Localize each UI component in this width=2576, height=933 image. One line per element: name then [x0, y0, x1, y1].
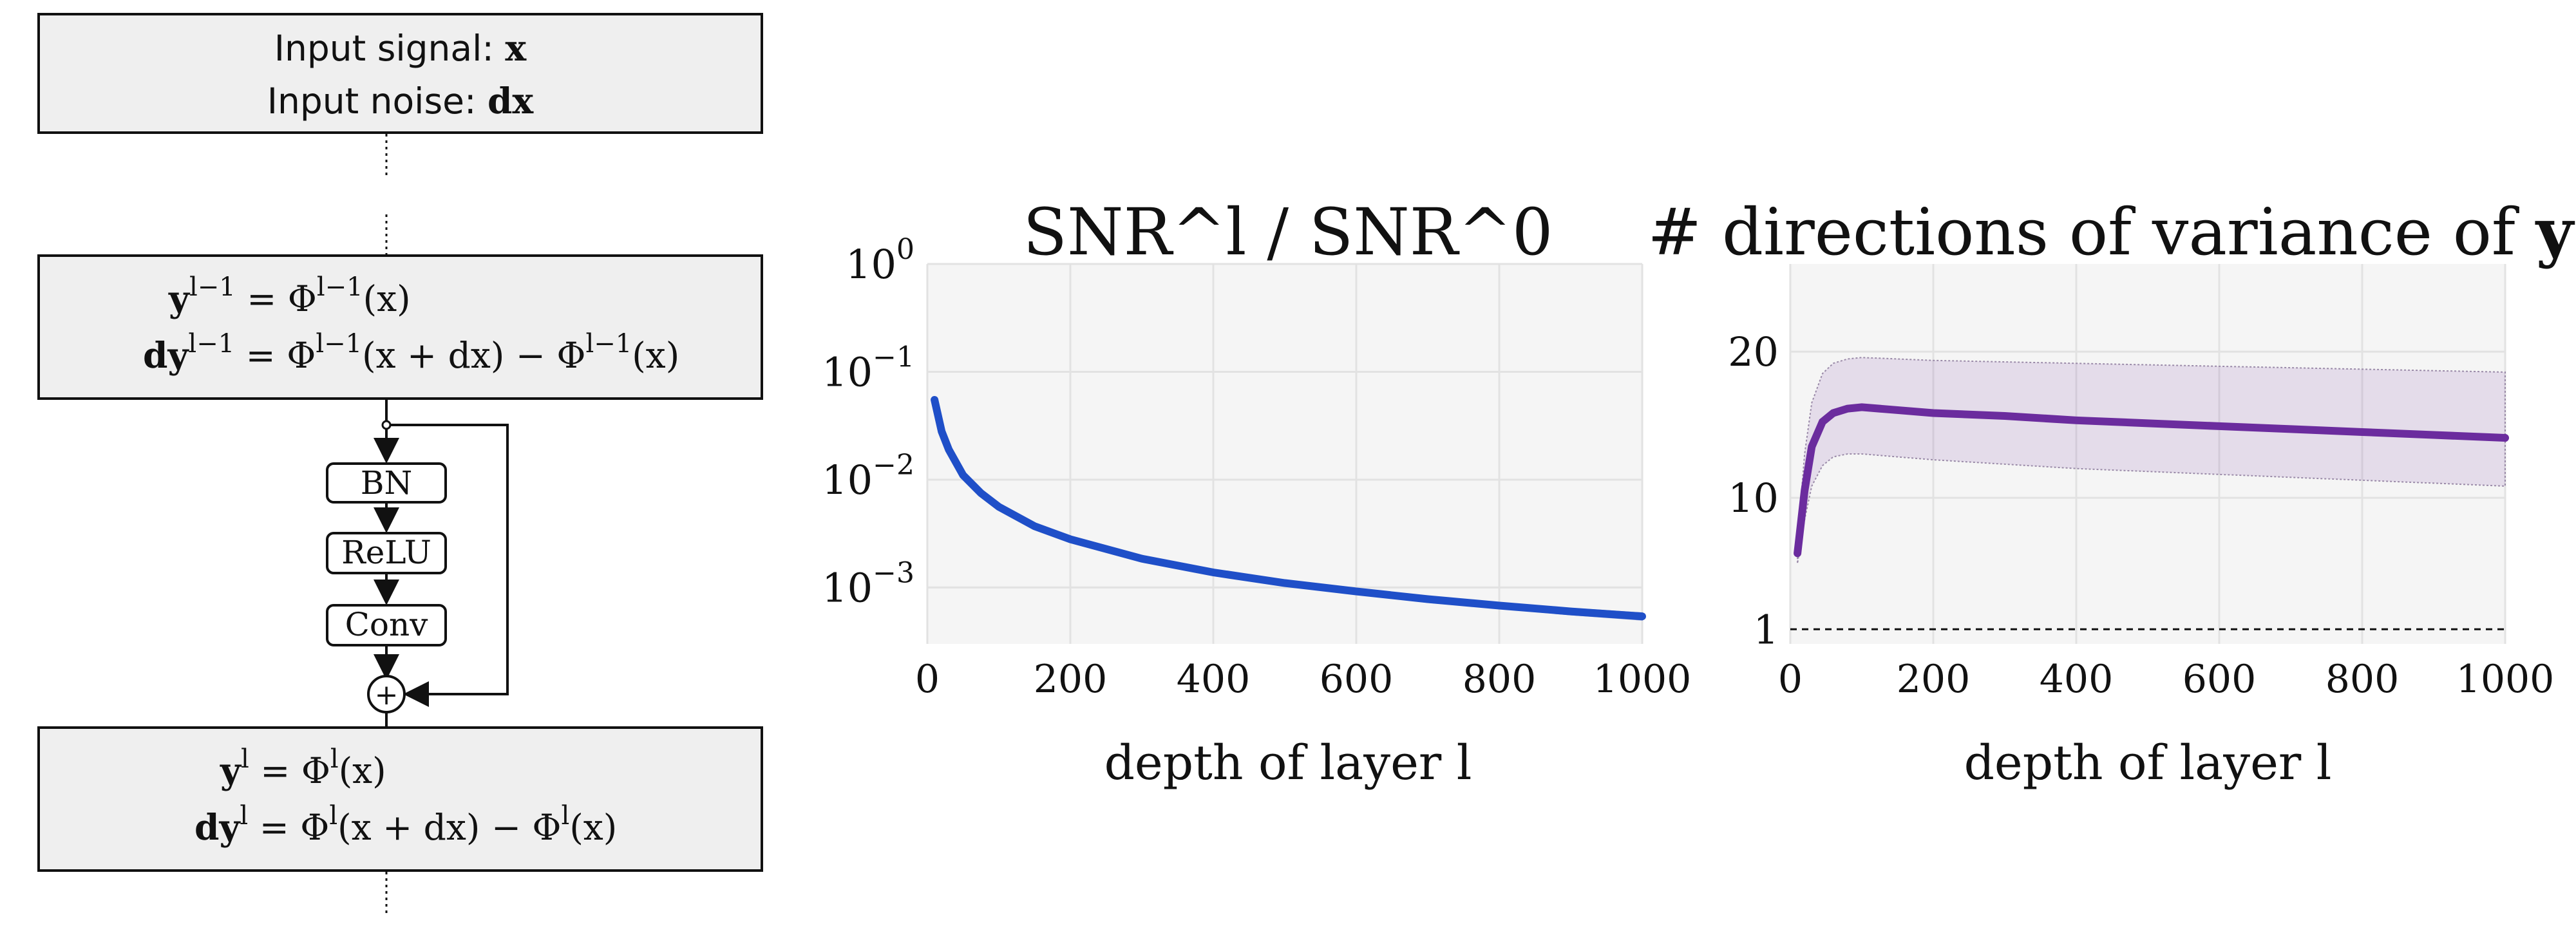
diagram-connectors: + [367, 134, 509, 914]
snr-x-tick-label: 0 [915, 657, 940, 702]
directions-y-ticks: 1 10 20 [1728, 328, 1779, 653]
directions-plot-area [1790, 264, 2505, 644]
snr-x-ticks: 0 200 400 600 800 1000 [915, 657, 1691, 702]
directions-x-tick-label: 400 [2040, 657, 2114, 702]
relu-op: ReLU [326, 532, 447, 574]
directions-x-ticks: 0 200 400 600 800 1000 [1778, 657, 2554, 702]
snr-x-tick-label: 600 [1320, 657, 1394, 702]
bn-op: BN [326, 462, 447, 504]
input-signal-symbol: x [505, 27, 527, 69]
layer-box: yl = Φl(x) dyl = Φl(x + dx) − Φl(x) [37, 726, 763, 872]
snr-y-tick-label: 100 [846, 233, 914, 288]
snr-x-tick-label: 1000 [1593, 657, 1692, 702]
input-box: Input signal: x Input noise: dx [37, 13, 763, 134]
conv-op: Conv [326, 604, 447, 646]
snr-x-tick-label: 800 [1463, 657, 1537, 702]
directions-variance-band [1797, 357, 2506, 564]
sum-symbol: + [375, 679, 399, 712]
directions-series-line [1794, 403, 2509, 558]
prev-layer-eq1: yl−1 = Φl−1(x) [169, 272, 411, 319]
snr-y-tick-label: 10−1 [822, 341, 914, 395]
directions-chart-title: # directions of variance of y^l [1647, 194, 2576, 270]
directions-x-label: depth of layer l [1964, 735, 2332, 791]
directions-x-tick-label: 0 [1778, 657, 1803, 702]
snr-chart: SNR^l / SNR^0 0 200 400 600 800 1000 10010−11… [822, 194, 1691, 791]
directions-x-tick-label: 600 [2183, 657, 2257, 702]
input-signal-label: Input signal: [274, 28, 494, 69]
directions-chart: # directions of variance of y^l 0 200 400 6… [1647, 194, 2576, 791]
snr-y-tick-label: 10−3 [822, 556, 914, 611]
prev-layer-eq2: dyl−1 = Φl−1(x + dx) − Φl−1(x) [143, 329, 680, 376]
snr-chart-title: SNR^l / SNR^0 [1023, 194, 1553, 270]
directions-y-tick-label: 20 [1728, 328, 1779, 375]
snr-x-label: depth of layer l [1104, 735, 1472, 791]
directions-x-tick-label: 800 [2325, 657, 2400, 702]
snr-series-line [931, 395, 1646, 621]
directions-x-tick-label: 200 [1897, 657, 1971, 702]
directions-y-tick-label: 10 [1728, 475, 1779, 522]
input-noise-label: Input noise: [267, 80, 477, 122]
prev-layer-box: yl−1 = Φl−1(x) dyl−1 = Φl−1(x + dx) − Φl… [37, 254, 763, 400]
layer-eq2: dyl = Φl(x + dx) − Φl(x) [194, 801, 618, 848]
snr-y-ticks: 100 10−1 10−2 10−3 [822, 233, 914, 611]
snr-x-tick-label: 400 [1177, 657, 1251, 702]
directions-x-tick-label: 1000 [2456, 657, 2555, 702]
skip-connection [390, 424, 509, 707]
snr-x-tick-label: 200 [1034, 657, 1108, 702]
directions-y-tick-label: 1 [1754, 606, 1779, 653]
snr-grid [926, 263, 1643, 644]
snr-y-tick-label: 10−2 [822, 449, 914, 504]
layer-eq1: yl = Φl(x) [220, 744, 386, 791]
input-noise-symbol: dx [487, 80, 534, 122]
